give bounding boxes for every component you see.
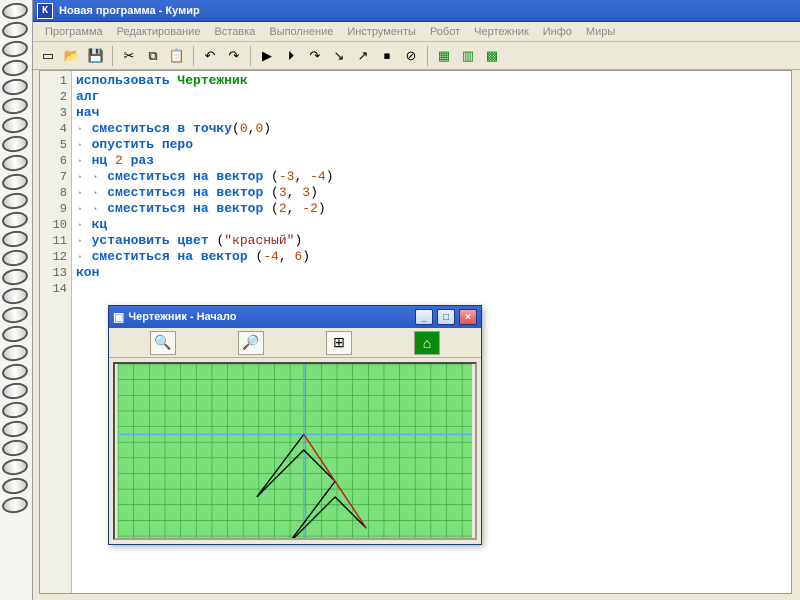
- menu-миры[interactable]: Миры: [580, 24, 621, 40]
- code-line-8: · · сместиться на вектор (3, 3): [76, 185, 787, 201]
- open-button[interactable]: 📂: [61, 45, 83, 67]
- zoom-in-button[interactable]: 🔍: [150, 331, 176, 355]
- main-title: Новая программа - Кумир: [59, 5, 200, 17]
- menu-инфо[interactable]: Инфо: [537, 24, 578, 40]
- app-window: К Новая программа - Кумир ПрограммаРедак…: [32, 0, 800, 600]
- menu-редактирование[interactable]: Редактирование: [111, 24, 207, 40]
- step-out-button[interactable]: ↗: [352, 45, 374, 67]
- code-line-13: кон: [76, 265, 787, 281]
- menu-вставка[interactable]: Вставка: [208, 24, 261, 40]
- grid1-button[interactable]: ▦: [433, 45, 455, 67]
- code-line-6: · нц 2 раз: [76, 153, 787, 169]
- grid3-button[interactable]: ▩: [481, 45, 503, 67]
- step-into-button[interactable]: ↘: [328, 45, 350, 67]
- code-line-10: · кц: [76, 217, 787, 233]
- zoom-out-button[interactable]: 🔎: [238, 331, 264, 355]
- undo-button[interactable]: ↶: [199, 45, 221, 67]
- drawer-canvas: [113, 362, 477, 540]
- code-line-5: · опустить перо: [76, 137, 787, 153]
- code-line-3: нач: [76, 105, 787, 121]
- drawer-toolbar: 🔍 🔎 ⊞ ⌂: [109, 328, 481, 358]
- drawer-window[interactable]: ▣ Чертежник - Начало _ □ × 🔍 🔎 ⊞ ⌂: [108, 305, 482, 545]
- menu-программа[interactable]: Программа: [39, 24, 109, 40]
- menu-чертежник[interactable]: Чертежник: [468, 24, 535, 40]
- code-line-11: · установить цвет ("красный"): [76, 233, 787, 249]
- paste-button[interactable]: 📋: [166, 45, 188, 67]
- code-line-9: · · сместиться на вектор (2, -2): [76, 201, 787, 217]
- menu-робот[interactable]: Робот: [424, 24, 466, 40]
- run2-button[interactable]: ⏵: [280, 45, 302, 67]
- grid-button[interactable]: ⊞: [326, 331, 352, 355]
- run1-button[interactable]: ▶: [256, 45, 278, 67]
- code-line-4: · сместиться в точку(0,0): [76, 121, 787, 137]
- line-gutter: 1234567891011121314: [40, 71, 72, 593]
- menu-выполнение[interactable]: Выполнение: [263, 24, 339, 40]
- redo-button[interactable]: ↷: [223, 45, 245, 67]
- minimize-button[interactable]: _: [415, 309, 433, 325]
- cancel-button[interactable]: ⊘: [400, 45, 422, 67]
- canvas-svg: [115, 364, 475, 538]
- menubar[interactable]: ПрограммаРедактированиеВставкаВыполнение…: [33, 22, 800, 42]
- home-button[interactable]: ⌂: [414, 331, 440, 355]
- drawer-title: Чертежник - Начало: [128, 311, 236, 323]
- grid2-button[interactable]: ▥: [457, 45, 479, 67]
- stop-button[interactable]: ⏹: [376, 45, 398, 67]
- menu-инструменты[interactable]: Инструменты: [341, 24, 422, 40]
- code-line-12: · сместиться на вектор (-4, 6): [76, 249, 787, 265]
- save-button[interactable]: 💾: [85, 45, 107, 67]
- code-line-1: использовать Чертежник: [76, 73, 787, 89]
- step-over-button[interactable]: ↷: [304, 45, 326, 67]
- new-button[interactable]: ▭: [37, 45, 59, 67]
- close-button[interactable]: ×: [459, 309, 477, 325]
- copy-button[interactable]: ⧉: [142, 45, 164, 67]
- maximize-button[interactable]: □: [437, 309, 455, 325]
- code-line-2: алг: [76, 89, 787, 105]
- spiral-binding: [0, 0, 32, 600]
- main-titlebar: К Новая программа - Кумир: [33, 0, 800, 22]
- code-line-7: · · сместиться на вектор (-3, -4): [76, 169, 787, 185]
- app-icon: К: [37, 3, 53, 19]
- drawer-titlebar[interactable]: ▣ Чертежник - Начало _ □ ×: [109, 306, 481, 328]
- cut-button[interactable]: ✂: [118, 45, 140, 67]
- main-toolbar: ▭📂💾✂⧉📋↶↷▶⏵↷↘↗⏹⊘▦▥▩: [33, 42, 800, 70]
